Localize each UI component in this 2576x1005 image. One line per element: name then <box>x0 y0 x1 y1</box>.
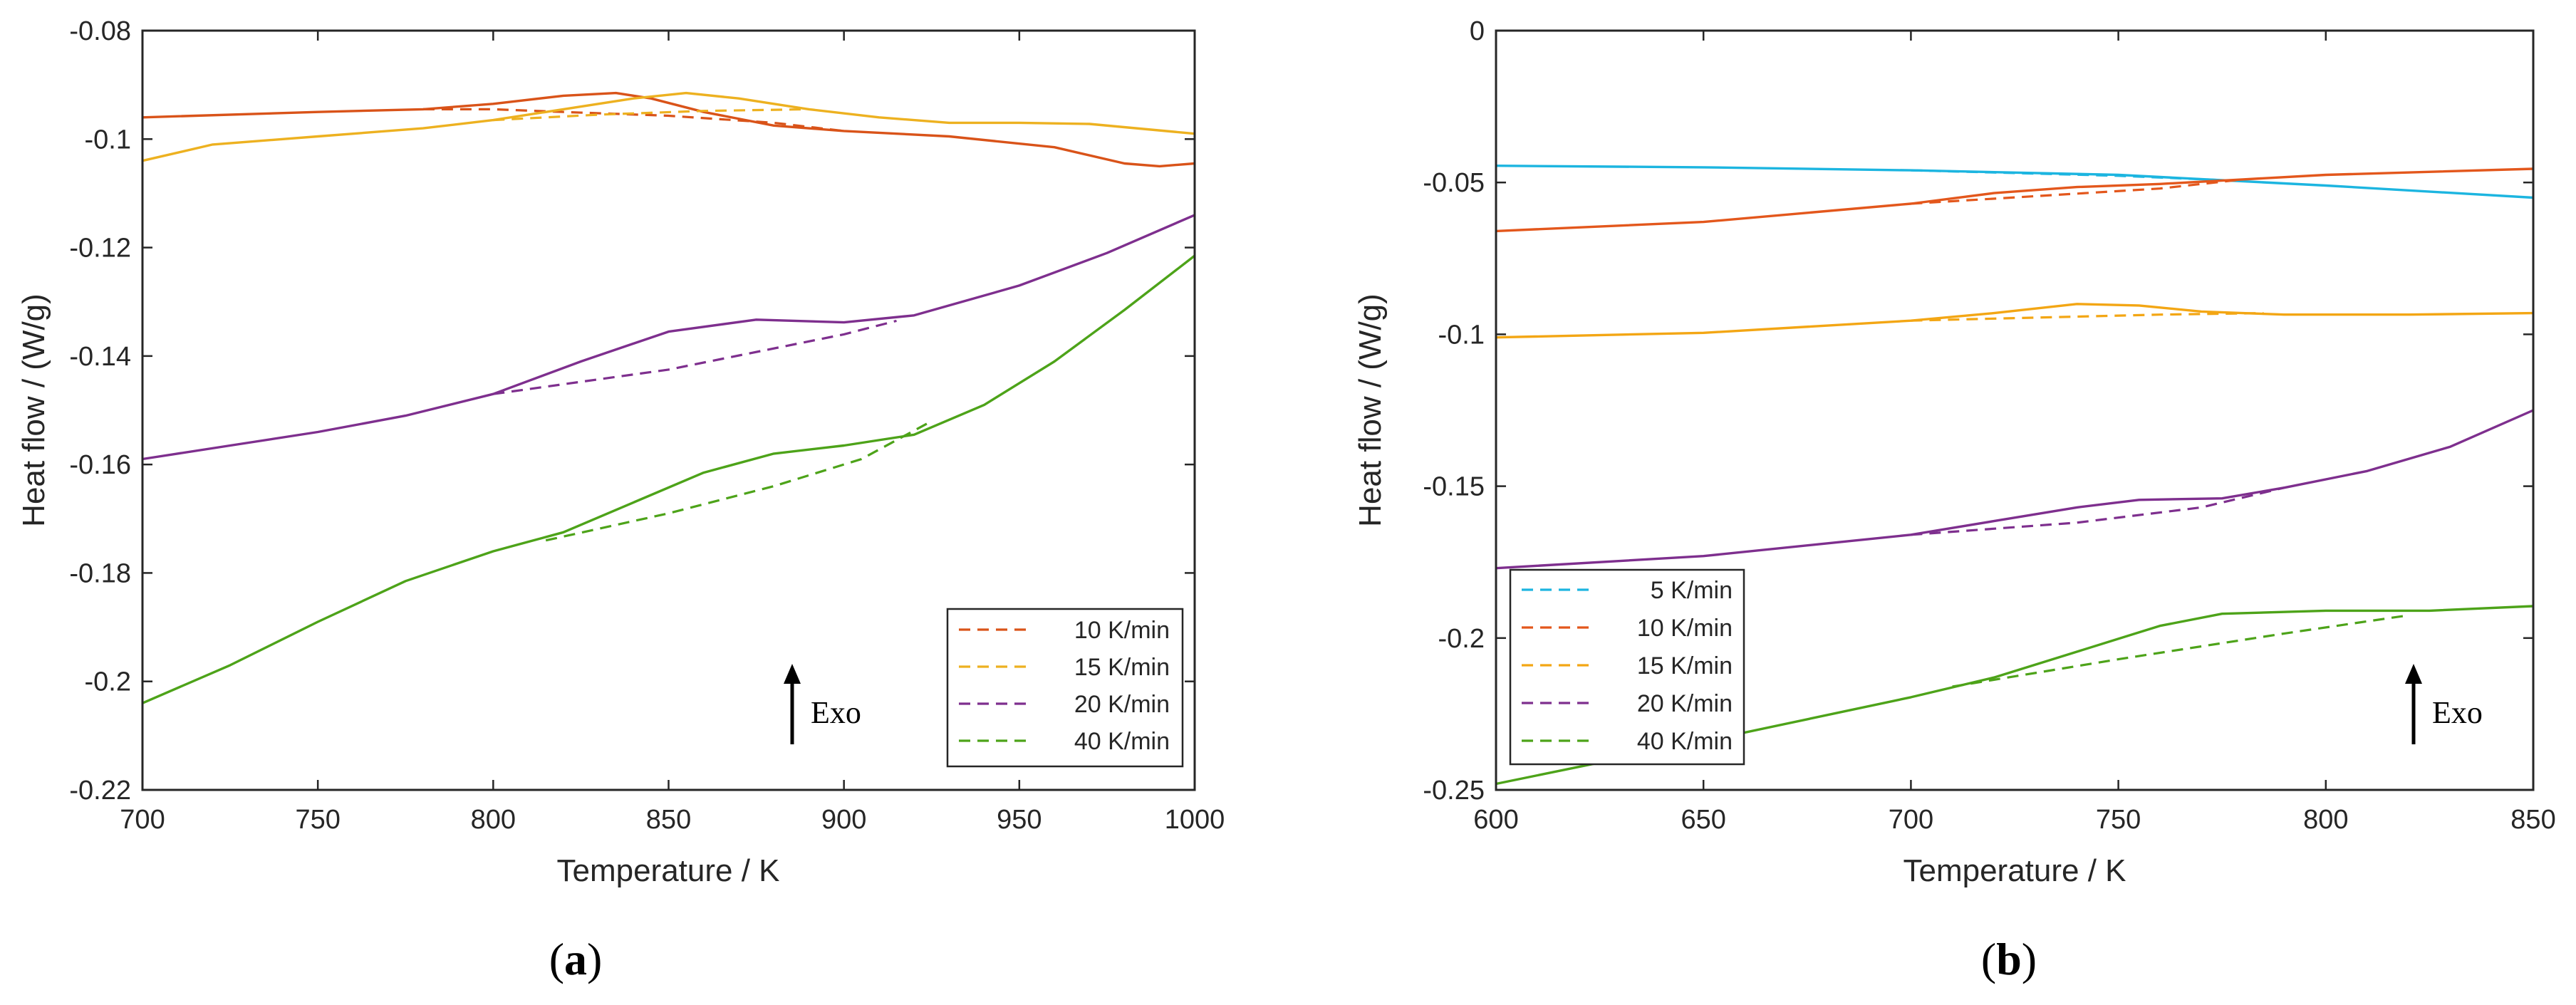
panel-b-series-10-k-min-baseline <box>1911 178 2243 205</box>
panel-a-exo-annotation: Exo <box>784 664 861 744</box>
panel-a-y-tick-label: -0.16 <box>69 450 131 480</box>
panel-b-x-tick-label: 850 <box>2510 805 2555 835</box>
legend-label: 10 K/min <box>1637 615 1733 642</box>
panel-b-series-5-k-min-line <box>1495 165 2534 199</box>
chart-panel-a: 700 750 800 850 900 950 1000 -0.22 -0.2 -0.18 -0.1… <box>16 16 1225 984</box>
panel-b-exo-label: Exo <box>2432 695 2483 730</box>
panel-a-series-15-k-min-line <box>142 91 1195 162</box>
panel-b-y-tick-label: -0.15 <box>1423 472 1485 502</box>
panel-b-y-axis-label: Heat flow / (W/g) <box>1353 293 1388 527</box>
panel-a-caption: (a) <box>549 934 603 984</box>
panel-b-series <box>1495 165 2534 786</box>
panel-a-legend: 10 K/min 15 K/min 20 K/min 40 K/min <box>946 608 1184 768</box>
panel-a-x-tick-label: 800 <box>471 805 516 835</box>
legend-label: 10 K/min <box>1074 617 1170 644</box>
panel-b-series-15-k-min-line <box>1495 303 2534 339</box>
panel-a-series-40-k-min-baseline <box>545 420 933 542</box>
panel-b-series-40-k-min-line <box>1495 605 2534 786</box>
legend-label: 15 K/min <box>1074 654 1170 681</box>
panel-a-x-tick-label: 1000 <box>1165 805 1225 835</box>
panel-a-axes-box <box>141 29 1196 791</box>
panel-a-y-tick-label: -0.1 <box>85 125 131 155</box>
panel-b-legend-entries: 5 K/min 10 K/min 15 K/min 20 K/min 40 K/min <box>1522 577 1733 755</box>
panel-a-y-tick-label: -0.14 <box>69 342 131 372</box>
legend-label: 20 K/min <box>1074 691 1170 718</box>
panel-b-ticks: 600 650 700 750 800 850 -0.25 -0.2 -0.15 -0.1 -0.0… <box>1423 16 2555 835</box>
panel-a-series <box>142 91 1196 704</box>
legend-label: 40 K/min <box>1637 728 1733 755</box>
panel-a-x-tick-label: 950 <box>997 805 1042 835</box>
panel-b-legend-box <box>1509 568 1745 766</box>
panel-a-x-tick-label: 900 <box>821 805 866 835</box>
panel-b-series-20-k-min-baseline <box>1911 486 2285 536</box>
chart-panel-b: 600 650 700 750 800 850 -0.25 -0.2 -0.15 -0.1 -0.0… <box>1353 16 2556 984</box>
panel-b-x-tick-label: 750 <box>2096 805 2141 835</box>
panel-a-series-40-k-min-line <box>142 254 1196 704</box>
panel-a-ticks: 700 750 800 850 900 950 1000 -0.22 -0.2 -0.18 -0.1… <box>69 16 1225 835</box>
panel-a-x-axis-label: Temperature / K <box>556 853 779 888</box>
panel-a-y-tick-label: -0.2 <box>85 667 131 697</box>
panel-a-exo-label: Exo <box>811 695 861 730</box>
legend-label: 40 K/min <box>1074 728 1170 755</box>
panel-a-series-15-k-min-baseline <box>493 108 809 122</box>
panel-a-x-tick-label: 850 <box>646 805 691 835</box>
panel-b-x-tick-label: 600 <box>1473 805 1518 835</box>
panel-a-series-10-k-min-baseline <box>422 108 844 132</box>
panel-b-caption: (b) <box>1981 934 2037 984</box>
legend-label: 20 K/min <box>1637 690 1733 717</box>
panel-a-series-20-k-min-line <box>142 214 1195 461</box>
panel-b-series-40-k-min-baseline <box>1952 614 2409 688</box>
legend-label: 15 K/min <box>1637 652 1733 679</box>
panel-a-y-axis-label: Heat flow / (W/g) <box>16 293 51 527</box>
panel-b-y-tick-label: 0 <box>1470 16 1485 46</box>
panel-a-y-tick-label: -0.22 <box>69 776 131 806</box>
panel-b-y-tick-label: -0.25 <box>1423 776 1485 806</box>
panel-a-x-tick-label: 700 <box>120 805 165 835</box>
panel-b-x-tick-label: 800 <box>2303 805 2348 835</box>
panel-a-series-10-k-min-line <box>142 91 1195 168</box>
panel-a-x-tick-label: 750 <box>295 805 340 835</box>
panel-b-y-tick-label: -0.05 <box>1423 168 1485 198</box>
panel-b-x-tick-label: 700 <box>1889 805 1933 835</box>
panel-b-x-axis-label: Temperature / K <box>1903 853 2126 888</box>
legend-label: 5 K/min <box>1651 577 1733 604</box>
panel-a-exo-arrowhead <box>784 664 801 684</box>
panel-a-y-tick-label: -0.08 <box>69 16 131 46</box>
panel-b-exo-arrowhead <box>2405 664 2422 684</box>
panel-b-exo-annotation: Exo <box>2405 664 2483 744</box>
panel-b-series-20-k-min-line <box>1495 409 2534 570</box>
panel-b-y-tick-label: -0.2 <box>1438 624 1485 654</box>
panel-a-series-20-k-min-baseline <box>493 319 897 395</box>
panel-b-x-tick-label: 650 <box>1681 805 1725 835</box>
panel-b-axes-box <box>1495 29 2535 791</box>
panel-b-legend: 5 K/min 10 K/min 15 K/min 20 K/min 40 K/min <box>1509 568 1745 766</box>
panel-b-series-15-k-min-baseline <box>1911 312 2264 322</box>
panel-a-y-tick-label: -0.12 <box>69 234 131 264</box>
panel-a-legend-entries: 10 K/min 15 K/min 20 K/min 40 K/min <box>959 617 1170 755</box>
panel-b-y-tick-label: -0.1 <box>1438 320 1485 350</box>
panel-a-y-tick-label: -0.18 <box>69 558 131 588</box>
panel-b-series-10-k-min-line <box>1495 167 2534 233</box>
